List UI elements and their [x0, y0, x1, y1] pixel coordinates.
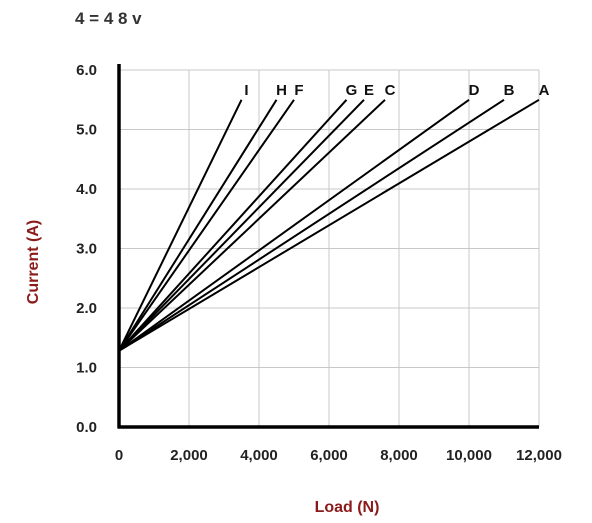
series-label-a: A: [539, 82, 550, 99]
series-label-e: E: [364, 82, 374, 99]
x-axis-title: Load (N): [315, 499, 380, 516]
x-tick-label: 8,000: [380, 447, 418, 464]
series-line-e: [118, 99, 365, 352]
series-line-g: [118, 99, 348, 352]
series-line-h: [118, 99, 278, 352]
series-line-a: [118, 98, 540, 352]
series-label-c: C: [385, 82, 396, 99]
x-tick-label: 4,000: [240, 447, 278, 464]
y-tick-labels: 0.0 1.0 2.0 3.0 4.0 5.0 6.0: [76, 62, 97, 436]
series-label-d: D: [469, 82, 480, 99]
y-tick-label: 4.0: [76, 181, 97, 198]
y-tick-label: 1.0: [76, 360, 97, 377]
series-line-d: [118, 98, 470, 352]
x-tick-label: 0: [115, 447, 123, 464]
series-label-g: G: [346, 82, 358, 99]
series-line-f: [118, 99, 295, 352]
x-tick-label: 12,000: [516, 447, 562, 464]
series-lines: [118, 98, 540, 352]
series-label-f: F: [294, 82, 303, 99]
y-tick-label: 3.0: [76, 241, 97, 258]
top-note: 4 = 4 8 v: [75, 9, 142, 28]
y-tick-label: 0.0: [76, 419, 97, 436]
series-line-c: [118, 99, 386, 352]
series-label-b: B: [504, 82, 515, 99]
y-tick-label: 5.0: [76, 122, 97, 139]
axes: [117, 64, 539, 429]
y-tick-label: 2.0: [76, 300, 97, 317]
x-tick-label: 10,000: [446, 447, 492, 464]
x-tick-label: 2,000: [170, 447, 208, 464]
series-label-h: H: [276, 82, 287, 99]
y-axis-title: Current (A): [25, 220, 42, 304]
series-line-i: [118, 99, 243, 352]
grid: [119, 69, 540, 427]
series-label-i: I: [244, 82, 248, 99]
series-line-b: [118, 98, 505, 352]
x-tick-labels: 0 2,000 4,000 6,000 8,000 10,000 12,000: [115, 447, 562, 464]
y-tick-label: 6.0: [76, 62, 97, 79]
x-tick-label: 6,000: [310, 447, 348, 464]
